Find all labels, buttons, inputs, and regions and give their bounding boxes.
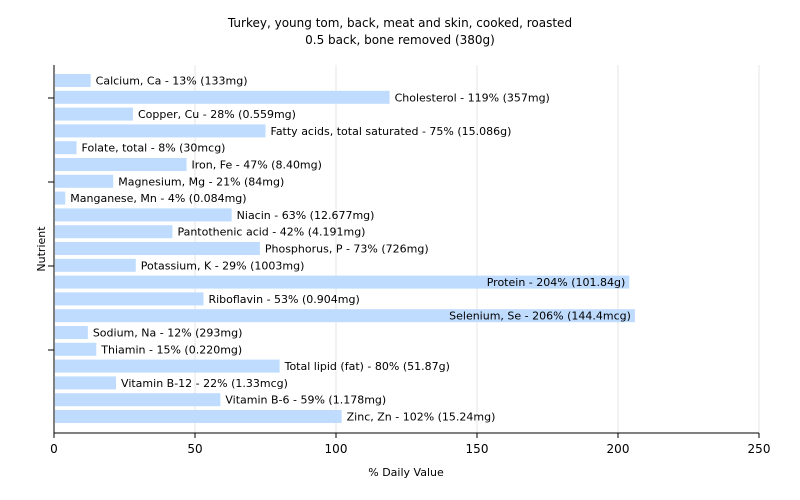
bar-label: Niacin - 63% (12.677mg) [237,209,375,222]
x-tick-label: 50 [187,442,202,456]
bar [55,141,77,155]
x-tick-label: 0 [50,442,58,456]
bar [55,158,187,171]
bar [55,74,91,87]
bar [55,191,66,205]
bar-label: Protein - 204% (101.84g) [487,276,626,289]
bar-label: Manganese, Mn - 4% (0.084mg) [70,192,246,205]
bar-label: Cholesterol - 119% (357mg) [395,91,550,104]
bar-label: Folate, total - 8% (30mcg) [82,142,226,155]
bar-label: Iron, Fe - 47% (8.40mg) [192,159,322,172]
bar [55,309,635,323]
bar [55,124,266,138]
chart-title: Turkey, young tom, back, meat and skin, … [227,16,572,30]
bar [55,410,342,423]
bar-label: Thiamin - 15% (0.220mg) [100,343,242,356]
bar-label: Sodium, Na - 12% (293mg) [93,327,243,340]
bar [55,107,133,121]
x-tick-label: 150 [466,442,489,456]
x-tick-label: 200 [607,442,630,456]
bar-label: Total lipid (fat) - 80% (51.87g) [284,360,450,373]
bar-label: Zinc, Zn - 102% (15.24mg) [347,411,496,424]
bar [55,208,232,222]
x-tick-label: 250 [748,442,771,456]
bar [55,342,97,356]
bars: Calcium, Ca - 13% (133mg) Cholesterol - 1… [55,74,635,424]
x-ticks: 0 50 100 150 200 250 [48,97,771,456]
bar [55,292,204,306]
bar [55,174,114,188]
bar-label: Vitamin B-6 - 59% (1.178mg) [225,394,386,407]
bar-label: Fatty acids, total saturated - 75% (15.0… [271,125,512,138]
bar [55,376,117,390]
bar [55,258,136,272]
y-axis-label: Nutrient [35,226,48,272]
bar [55,393,221,407]
bar [55,326,88,339]
axes [53,65,759,434]
bar-label: Phosphorus, P - 73% (726mg) [265,243,429,256]
bar-label: Potassium, K - 29% (1003mg) [141,259,305,272]
bar [55,90,390,104]
bar-label: Copper, Cu - 28% (0.559mg) [138,108,296,121]
x-axis-label: % Daily Value [368,466,444,479]
x-tick-label: 100 [325,442,348,456]
bar-label: Riboflavin - 53% (0.904mg) [208,293,359,306]
bar [55,359,280,373]
bar-label: Pantothenic acid - 42% (4.191mg) [177,226,365,239]
bar-label: Vitamin B-12 - 22% (1.33mcg) [121,377,288,390]
bar-label: Magnesium, Mg - 21% (84mg) [118,175,284,188]
bar-label: Selenium, Se - 206% (144.4mcg) [449,310,631,323]
bar [55,275,630,289]
chart-subtitle: 0.5 back, bone removed (380g) [305,33,495,47]
bar [55,225,173,239]
bar-label: Calcium, Ca - 13% (133mg) [96,75,248,88]
bar [55,242,260,255]
